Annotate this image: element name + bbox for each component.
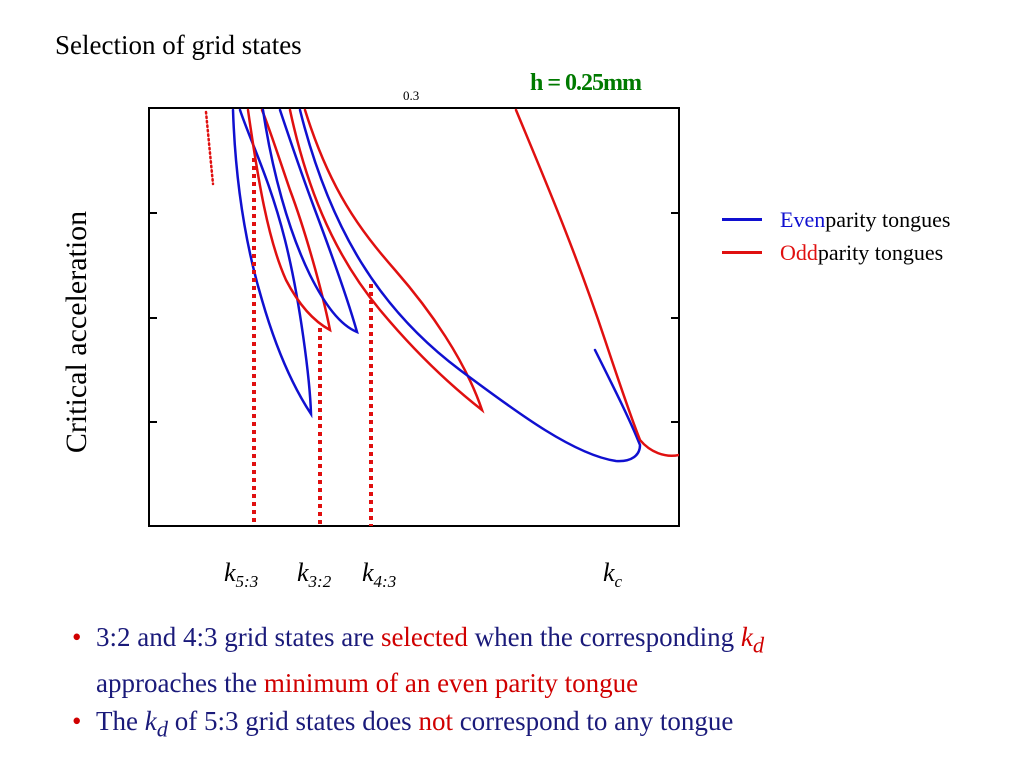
legend-text-odd: parity tongues	[817, 239, 944, 265]
bullet-1-highlight-selected: selected	[380, 622, 468, 652]
bullet-1-k-sub: d	[752, 632, 765, 658]
bullet-1-k: k	[740, 622, 753, 652]
k-label-4-3-base: k	[362, 558, 374, 587]
bullet-2-part: of 5:3 grid states does	[167, 706, 419, 737]
bullet-1-part: when the corresponding	[467, 622, 741, 652]
legend: Even parity tongues Odd parity tongues	[722, 203, 950, 269]
bullet-item-2: • The kd of 5:3 grid states does not cor…	[72, 702, 764, 748]
bullet-2-k: k	[144, 706, 157, 737]
legend-item-odd: Odd parity tongues	[722, 236, 950, 269]
top-tick-label: 0.3	[403, 88, 420, 103]
k-label-4-3: k4:3	[362, 558, 396, 592]
page-title: Selection of grid states	[55, 30, 302, 60]
k-label-3-2: k3:2	[297, 558, 331, 592]
k-label-3-2-sub: 3:2	[308, 572, 332, 592]
legend-swatch-odd	[722, 251, 762, 254]
bullet-1-highlight-minimum: minimum of an even parity tongue	[263, 668, 639, 699]
legend-item-even: Even parity tongues	[722, 203, 950, 236]
k-label-5-3-sub: 5:3	[235, 572, 259, 592]
even-tongue-large	[298, 108, 642, 463]
bullet-text-2: The kd of 5:3 grid states does not corre…	[96, 702, 733, 748]
odd-tongue-large	[514, 108, 679, 457]
marker-lines	[252, 158, 373, 526]
bullet-list: • 3:2 and 4:3 grid states are selected w…	[72, 618, 764, 749]
k-label-5-3-base: k	[224, 558, 236, 587]
even-tongue-4-3	[261, 108, 359, 335]
legend-highlight-odd: Odd	[780, 239, 818, 265]
bullet-2-part: The	[96, 706, 145, 737]
k-label-c: kc	[603, 558, 622, 592]
bullet-text-1: 3:2 and 4:3 grid states are selected whe…	[96, 618, 764, 702]
odd-tongue-medium	[288, 108, 485, 414]
legend-text-even: parity tongues	[825, 206, 951, 232]
bullet-2-part: correspond to any tongue	[452, 706, 734, 737]
plot-frame	[148, 107, 680, 527]
k-label-c-sub: c	[614, 572, 623, 592]
y-ticks	[149, 212, 679, 423]
bullet-2-k-sub: d	[156, 716, 168, 742]
bullet-marker: •	[72, 706, 82, 737]
k-label-5-3: k5:3	[224, 558, 258, 592]
legend-highlight-even: Even	[780, 206, 826, 232]
k-label-3-2-base: k	[297, 558, 309, 587]
bullet-item-1: • 3:2 and 4:3 grid states are selected w…	[72, 618, 764, 702]
bullet-marker: •	[72, 622, 82, 652]
k-label-4-3-sub: 4:3	[373, 572, 397, 592]
thickness-overlay-label: h = 0.25mm	[530, 70, 642, 96]
even-tongue-5-3	[231, 108, 313, 419]
bullet-1-part: 3:2 and 4:3 grid states are	[96, 622, 381, 652]
odd-tongue-fragment	[204, 110, 215, 186]
k-label-c-base: k	[603, 558, 615, 587]
odd-tongue-3-2	[246, 108, 332, 333]
bullet-2-highlight-not: not	[418, 706, 453, 737]
bullet-1-part: approaches the	[96, 668, 264, 699]
legend-swatch-even	[722, 218, 762, 221]
